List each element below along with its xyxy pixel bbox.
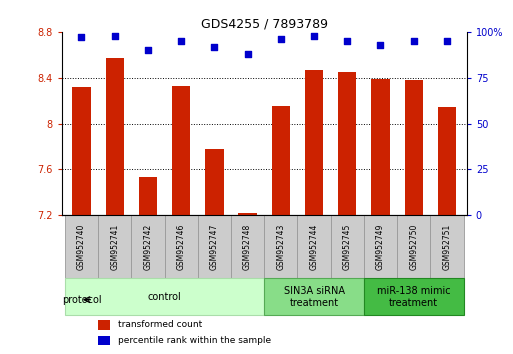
Bar [371,79,389,215]
FancyBboxPatch shape [364,215,397,278]
Text: GSM952746: GSM952746 [176,223,186,270]
FancyBboxPatch shape [298,215,331,278]
Bar [172,86,190,215]
Text: percentile rank within the sample: percentile rank within the sample [118,336,271,345]
Bar [272,106,290,215]
Point [111,33,119,38]
Point [244,51,252,57]
FancyBboxPatch shape [364,278,464,315]
FancyBboxPatch shape [198,215,231,278]
Point [77,35,86,40]
Point [377,42,385,47]
FancyBboxPatch shape [65,215,98,278]
Bar [239,213,256,215]
FancyBboxPatch shape [264,278,364,315]
Text: transformed count: transformed count [118,320,202,329]
Text: GSM952742: GSM952742 [144,223,152,270]
Text: GSM952749: GSM952749 [376,223,385,270]
Text: GSM952741: GSM952741 [110,223,119,270]
FancyBboxPatch shape [264,215,298,278]
Bar [305,70,323,215]
Text: GSM952744: GSM952744 [309,223,319,270]
FancyBboxPatch shape [231,215,264,278]
Point [144,47,152,53]
Point [343,38,351,44]
Point [409,38,418,44]
Bar [405,80,423,215]
Text: GSM952750: GSM952750 [409,223,418,270]
Bar [338,72,357,215]
Text: protocol: protocol [62,295,102,305]
Bar [438,108,456,215]
Point [310,33,318,38]
FancyBboxPatch shape [331,215,364,278]
Text: GSM952745: GSM952745 [343,223,352,270]
Point [177,38,185,44]
Point [210,44,219,49]
FancyBboxPatch shape [98,215,131,278]
Text: GSM952743: GSM952743 [277,223,285,270]
Title: GDS4255 / 7893789: GDS4255 / 7893789 [201,18,328,31]
Text: GSM952748: GSM952748 [243,223,252,270]
Point [277,36,285,42]
Text: GSM952751: GSM952751 [442,223,451,270]
Bar [139,177,157,215]
Point [443,38,451,44]
Text: GSM952747: GSM952747 [210,223,219,270]
FancyBboxPatch shape [430,215,464,278]
Bar [205,149,224,215]
Text: GSM952740: GSM952740 [77,223,86,270]
Text: miR-138 mimic
treatment: miR-138 mimic treatment [377,286,450,308]
Bar [106,58,124,215]
Bar [98,336,110,346]
Text: SIN3A siRNA
treatment: SIN3A siRNA treatment [284,286,345,308]
FancyBboxPatch shape [65,278,264,315]
FancyBboxPatch shape [165,215,198,278]
Text: control: control [148,292,182,302]
FancyBboxPatch shape [397,215,430,278]
Bar [98,320,110,330]
FancyBboxPatch shape [131,215,165,278]
Bar [72,87,91,215]
